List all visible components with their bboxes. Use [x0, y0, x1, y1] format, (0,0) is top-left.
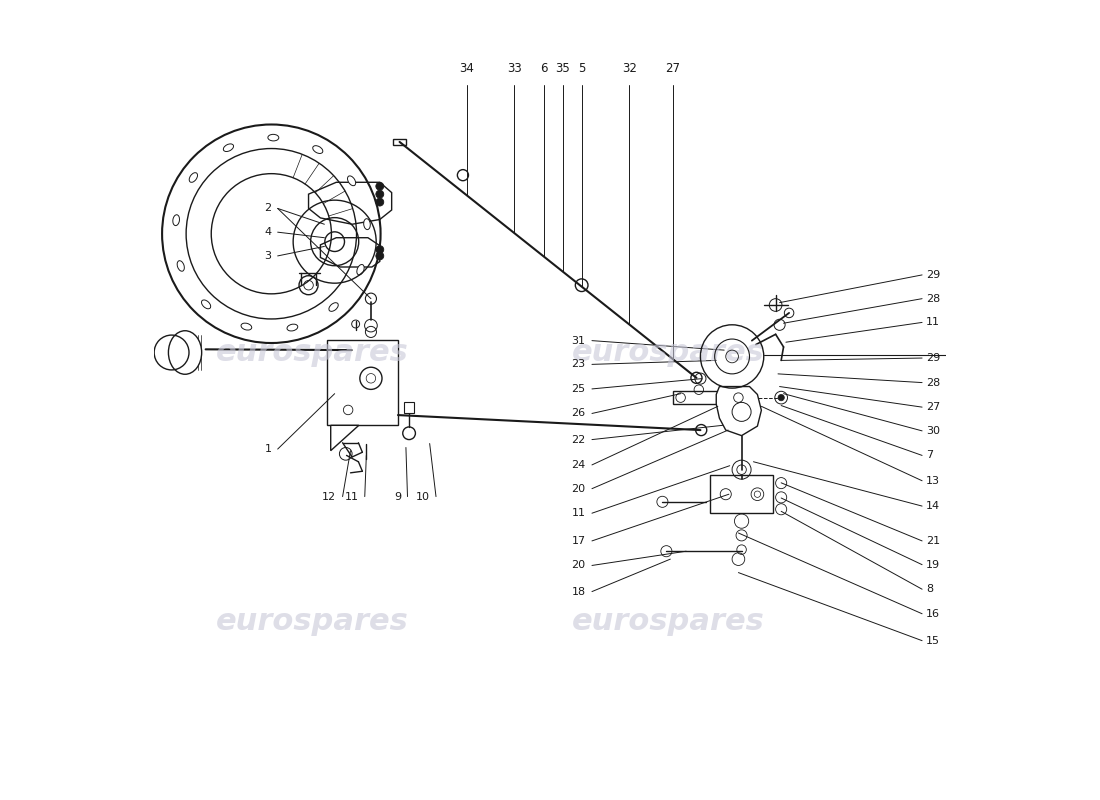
- Ellipse shape: [223, 144, 233, 151]
- Text: 31: 31: [572, 336, 585, 346]
- Text: 34: 34: [460, 62, 474, 75]
- Text: 32: 32: [621, 62, 637, 75]
- Text: 1: 1: [264, 444, 272, 454]
- Text: 29: 29: [926, 353, 940, 363]
- Text: eurospares: eurospares: [572, 607, 766, 636]
- Circle shape: [376, 190, 384, 198]
- Text: 7: 7: [926, 450, 933, 461]
- Text: 29: 29: [926, 270, 940, 280]
- Ellipse shape: [173, 214, 179, 226]
- Ellipse shape: [241, 323, 252, 330]
- Text: 19: 19: [926, 560, 940, 570]
- Text: 25: 25: [572, 384, 585, 394]
- Text: 26: 26: [572, 409, 585, 418]
- Ellipse shape: [268, 134, 278, 141]
- Polygon shape: [331, 426, 359, 450]
- Text: 35: 35: [556, 62, 570, 75]
- Circle shape: [376, 252, 384, 260]
- Polygon shape: [320, 238, 379, 267]
- Ellipse shape: [189, 173, 198, 182]
- Polygon shape: [673, 391, 746, 404]
- Text: 13: 13: [926, 476, 940, 486]
- Text: 20: 20: [572, 561, 585, 570]
- Text: 14: 14: [926, 501, 940, 511]
- Circle shape: [376, 182, 384, 190]
- Bar: [710, 475, 773, 514]
- Circle shape: [376, 246, 384, 254]
- Text: 23: 23: [572, 359, 585, 370]
- Text: 4: 4: [264, 227, 272, 237]
- Text: 27: 27: [926, 402, 940, 412]
- Text: eurospares: eurospares: [216, 607, 409, 636]
- Text: 15: 15: [926, 636, 940, 646]
- Text: 20: 20: [572, 484, 585, 494]
- Text: 12: 12: [322, 491, 337, 502]
- Ellipse shape: [201, 300, 211, 309]
- Text: 6: 6: [540, 62, 548, 75]
- Text: 21: 21: [926, 536, 940, 546]
- Polygon shape: [308, 182, 392, 224]
- Ellipse shape: [356, 265, 364, 275]
- Bar: [327, 340, 398, 426]
- Text: 3: 3: [264, 251, 272, 261]
- Polygon shape: [716, 386, 761, 436]
- Ellipse shape: [329, 302, 338, 311]
- Ellipse shape: [364, 218, 371, 230]
- Text: 22: 22: [571, 434, 585, 445]
- Polygon shape: [394, 138, 406, 145]
- Circle shape: [376, 198, 384, 206]
- Ellipse shape: [312, 146, 322, 154]
- Text: 11: 11: [926, 318, 940, 327]
- Text: 28: 28: [926, 294, 940, 304]
- Text: 24: 24: [571, 460, 585, 470]
- Text: 16: 16: [926, 609, 940, 618]
- Text: 11: 11: [344, 491, 359, 502]
- Text: 18: 18: [572, 586, 585, 597]
- Text: 2: 2: [264, 203, 272, 214]
- Text: 8: 8: [926, 584, 933, 594]
- Bar: [405, 402, 414, 413]
- Text: 11: 11: [572, 508, 585, 518]
- Text: 10: 10: [416, 491, 430, 502]
- Text: 5: 5: [578, 62, 585, 75]
- Text: 28: 28: [926, 378, 940, 387]
- Text: 9: 9: [394, 491, 402, 502]
- Text: 27: 27: [666, 62, 680, 75]
- Text: eurospares: eurospares: [216, 338, 409, 367]
- Ellipse shape: [168, 330, 201, 374]
- Ellipse shape: [287, 324, 298, 331]
- Circle shape: [778, 394, 784, 401]
- Ellipse shape: [177, 261, 185, 271]
- Text: 30: 30: [926, 426, 940, 436]
- Text: eurospares: eurospares: [572, 338, 766, 367]
- Text: 17: 17: [572, 536, 585, 546]
- Text: 33: 33: [507, 62, 521, 75]
- Ellipse shape: [348, 176, 355, 186]
